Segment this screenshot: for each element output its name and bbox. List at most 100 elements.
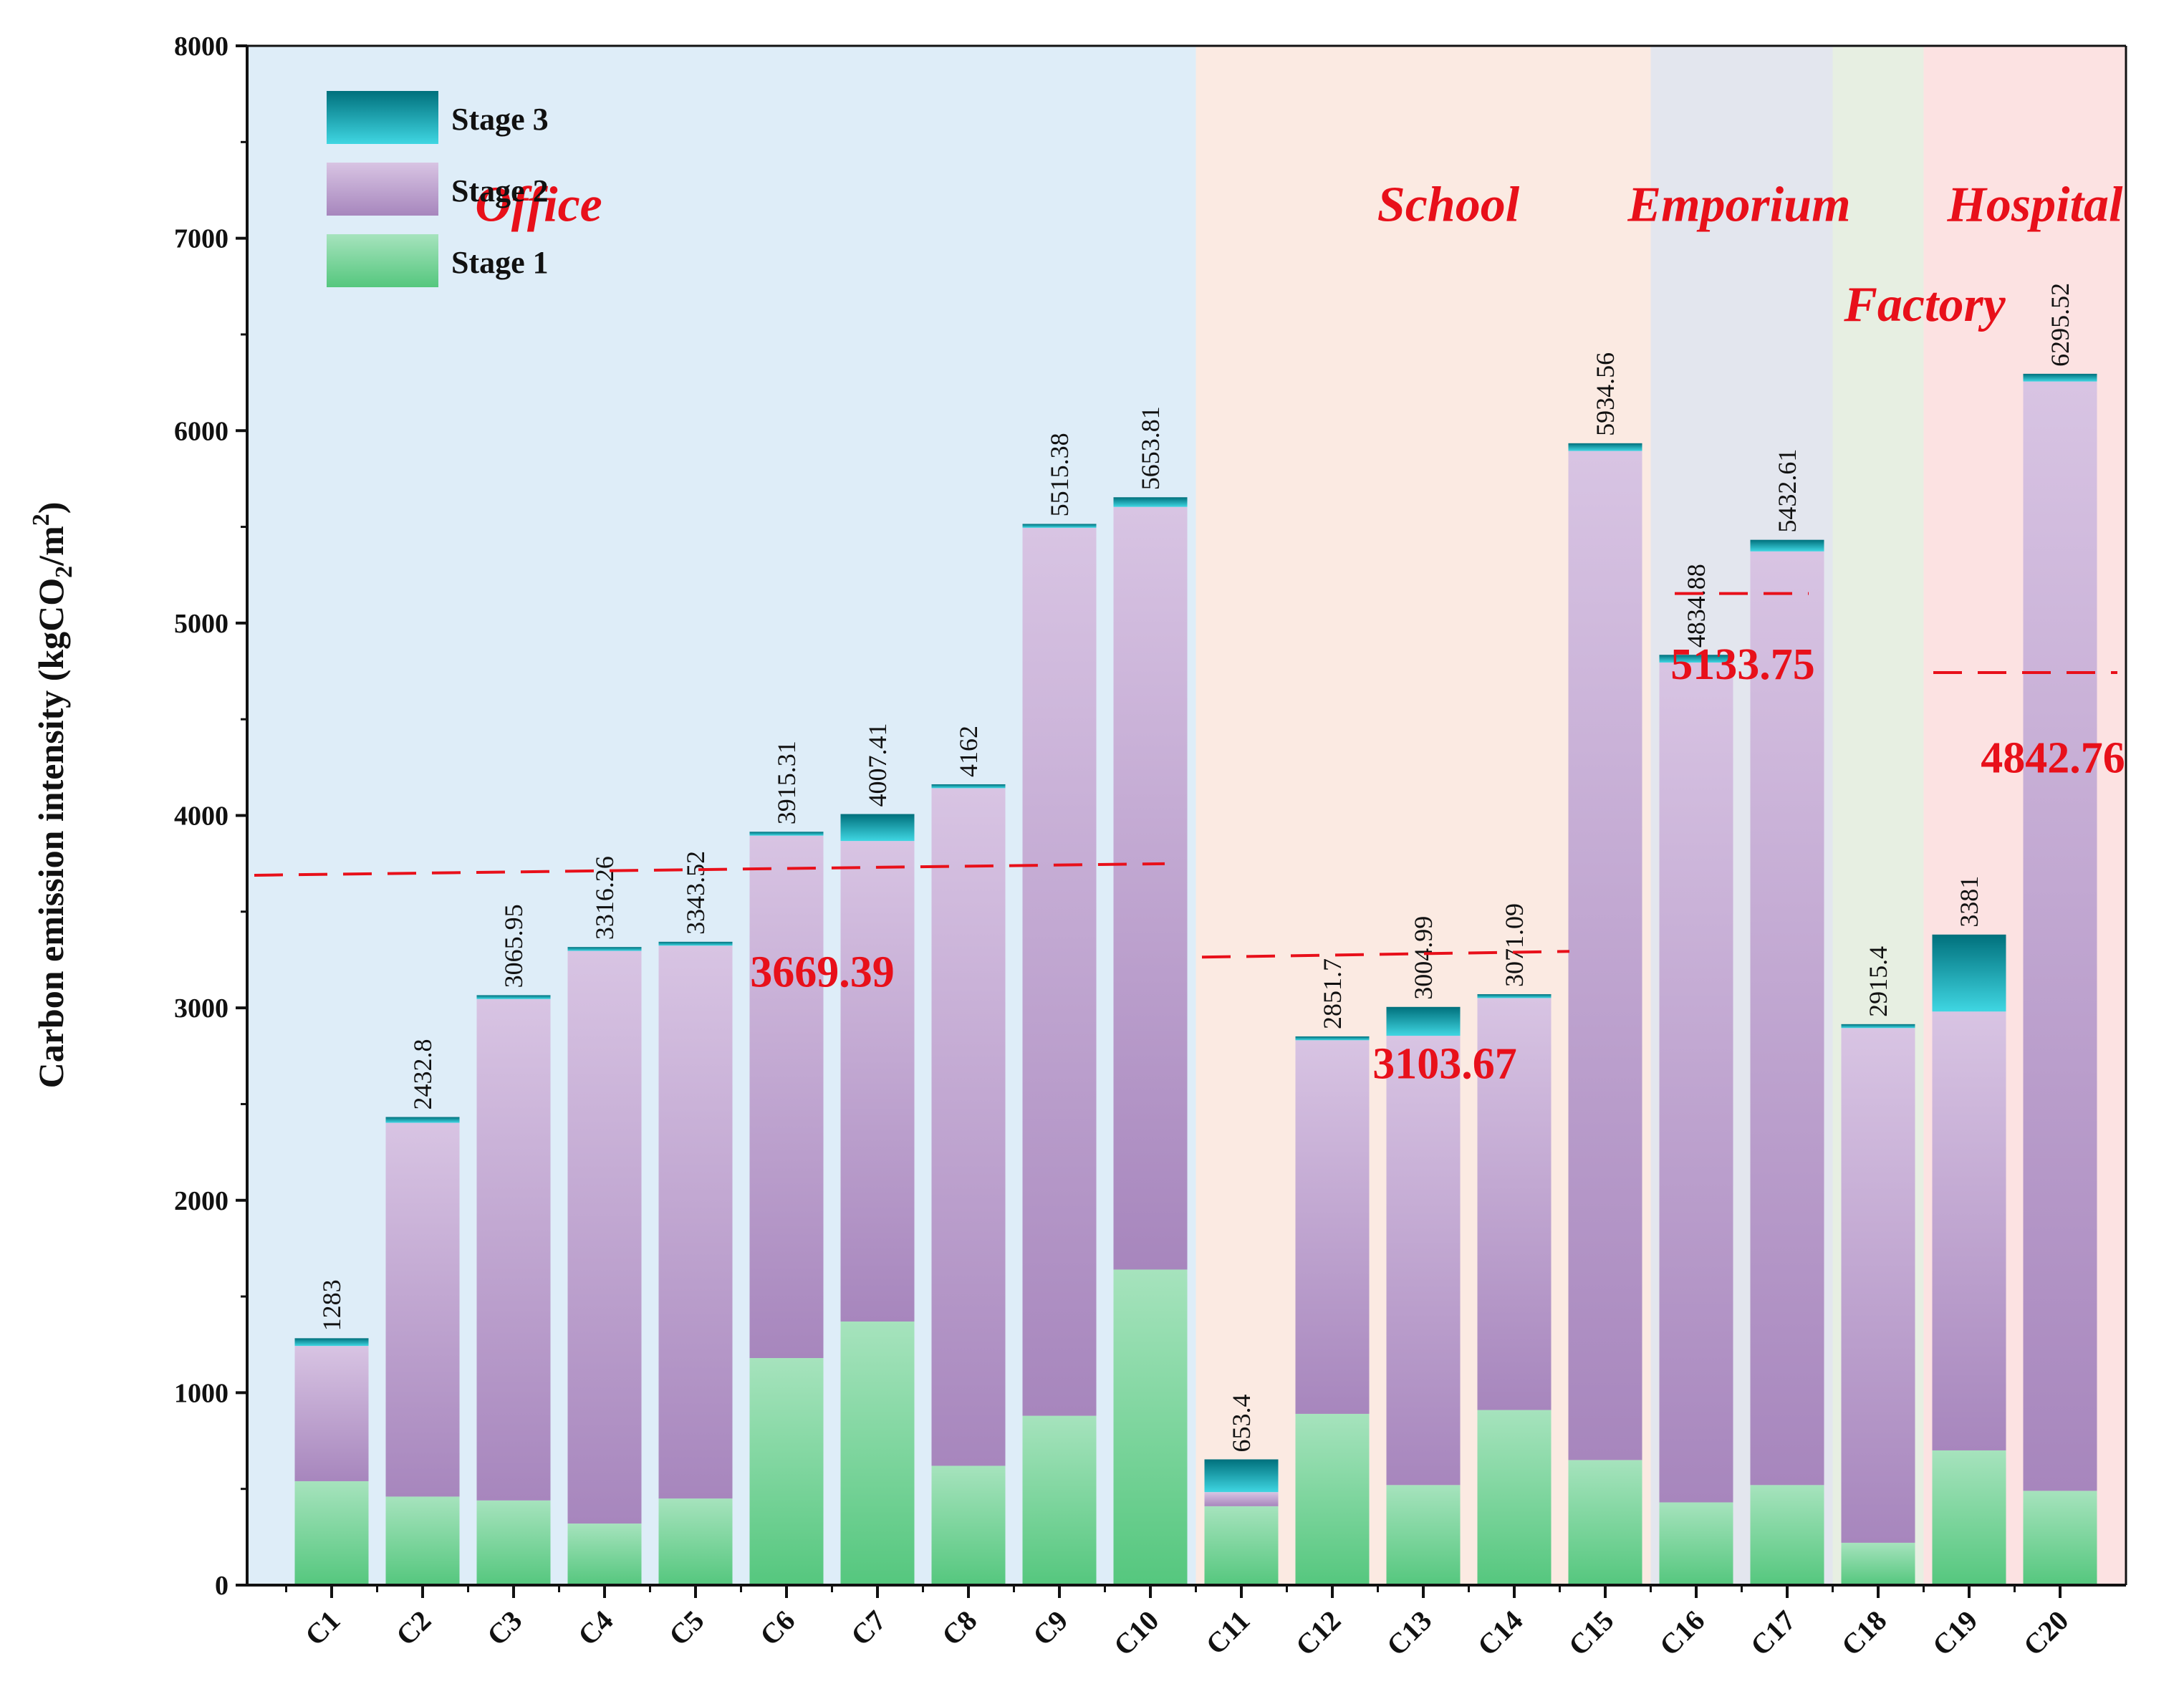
bar-c14-stage1 [1477,1410,1552,1585]
total-label-c1: 1283 [317,1279,346,1331]
bar-c12-stage2 [1295,1040,1370,1414]
total-label-c6: 3915.31 [772,741,801,824]
bar-c19-stage3 [1932,934,2006,1012]
y-tick-label-8000: 8000 [174,32,228,62]
x-tick-label-c11: C11 [1199,1604,1256,1661]
bar-c12-stage1 [1295,1413,1370,1585]
bar-c19-stage1 [1932,1450,2006,1585]
bar-c20-stage1 [2023,1491,2097,1585]
legend-swatch-stage-2 [327,163,438,216]
total-label-c11: 653.4 [1227,1394,1256,1452]
bar-c5-stage3 [658,941,733,946]
total-label-c10: 5653.81 [1136,406,1165,490]
bar-c14-stage3 [1477,994,1552,998]
bar-c10-stage3 [1113,497,1188,507]
bar-c11-stage2 [1204,1492,1279,1506]
bar-c11-stage1 [1204,1506,1279,1585]
x-tick-label-c2: C2 [390,1604,437,1652]
x-tick-label-c9: C9 [1026,1604,1074,1652]
bar-c2-stage3 [385,1117,460,1123]
average-line-2 [1201,950,1570,959]
bar-c6-stage2 [749,835,824,1359]
legend-label-stage-3: Stage 3 [451,102,549,137]
y-tick-label-0: 0 [215,1571,228,1601]
y-axis-label: Carbon emission intensity (kgCO2/m2) [28,502,77,1089]
y-tick-label-1000: 1000 [174,1378,228,1408]
x-tick-label-c18: C18 [1835,1604,1893,1662]
bar-c20-stage2 [2023,381,2097,1491]
bar-c2-stage2 [385,1122,460,1497]
total-label-c2: 2432.8 [408,1039,437,1109]
legend: Stage 3 Stage 2 Stage 1 [327,91,549,287]
x-tick-label-c13: C13 [1380,1604,1438,1662]
average-label-3: 5133.75 [1670,640,1815,689]
x-tick-label-c10: C10 [1107,1604,1165,1662]
bar-c19-stage2 [1932,1011,2006,1450]
group-label-school: School [1377,177,1520,232]
x-tick-label-c3: C3 [481,1604,528,1652]
y-axis-label-main: Carbon emission intensity (kgCO [31,578,71,1089]
bar-c4-stage3 [567,947,642,951]
x-tick-label-c7: C7 [845,1604,892,1652]
x-tick-label-c17: C17 [1744,1604,1802,1662]
legend-label-stage-2: Stage 2 [451,173,549,208]
bar-c6-stage3 [749,832,824,836]
bar-c8-stage3 [931,784,1006,789]
total-label-c17: 5432.61 [1773,449,1801,533]
bar-c6-stage1 [749,1358,824,1585]
bar-c3-stage3 [476,995,551,999]
y-tick-label-5000: 5000 [174,609,228,639]
bar-c8-stage2 [931,788,1006,1466]
bar-c17-stage2 [1750,551,1824,1486]
average-label-1: 3669.39 [750,948,895,997]
bar-c4-stage2 [567,950,642,1524]
x-tick-label-c5: C5 [663,1604,710,1652]
bar-c14-stage2 [1477,998,1552,1410]
bar-c16-stage3 [1659,655,1733,663]
bar-c7-stage3 [840,814,915,842]
x-tick-label-c15: C15 [1562,1604,1620,1662]
total-label-c3: 3065.95 [499,904,528,988]
bar-c17-stage1 [1750,1485,1824,1585]
bar-c5-stage1 [658,1498,733,1585]
bar-c12-stage3 [1295,1036,1370,1041]
bar-c13-stage1 [1386,1485,1461,1585]
bar-c1-stage3 [294,1338,369,1347]
bar-c9-stage1 [1022,1415,1097,1585]
bar-c18-stage3 [1841,1024,1915,1029]
group-label-factory: Factory [1843,277,2006,332]
bar-c20-stage3 [2023,373,2097,382]
total-label-c13: 3004.99 [1409,916,1438,1000]
bar-c9-stage2 [1022,527,1097,1416]
x-tick-label-c14: C14 [1471,1604,1529,1662]
bar-c16-stage1 [1659,1502,1733,1585]
bar-c13-stage2 [1386,1036,1461,1486]
group-labels: Office School Emporium Factory Hospital [475,177,2123,332]
group-label-hospital: Hospital [1946,177,2123,232]
x-tick-label-c4: C4 [572,1604,619,1652]
bar-c4-stage1 [567,1524,642,1585]
y-axis-label-sup: 2 [28,514,54,526]
legend-swatch-stage-1 [327,234,438,287]
y-axis-label-end: ) [31,502,71,514]
total-label-c5: 3343.52 [681,851,710,935]
y-tick-label-4000: 4000 [174,802,228,832]
total-label-c12: 2851.7 [1318,958,1347,1029]
y-tick-label-2000: 2000 [174,1186,228,1216]
total-label-c4: 3316.26 [590,856,619,940]
group-label-emporium: Emporium [1627,177,1850,232]
bar-c8-stage1 [931,1465,1006,1585]
x-tick-label-c16: C16 [1653,1604,1711,1662]
total-labels: 1283 2432.8 3065.95 3316.26 3343.52 3915.31 40… [317,283,2074,1453]
bar-c18-stage2 [1841,1028,1915,1543]
bar-c10-stage2 [1113,506,1188,1270]
total-label-c9: 5515.38 [1045,433,1074,516]
bar-c18-stage1 [1841,1542,1915,1585]
bar-c7-stage1 [840,1321,915,1585]
bar-c1-stage2 [294,1346,369,1481]
x-tick-label-c6: C6 [754,1604,801,1652]
legend-label-stage-1: Stage 1 [451,245,549,280]
y-axis-label-mid: /m [31,526,71,567]
legend-swatch-stage-3 [327,91,438,144]
